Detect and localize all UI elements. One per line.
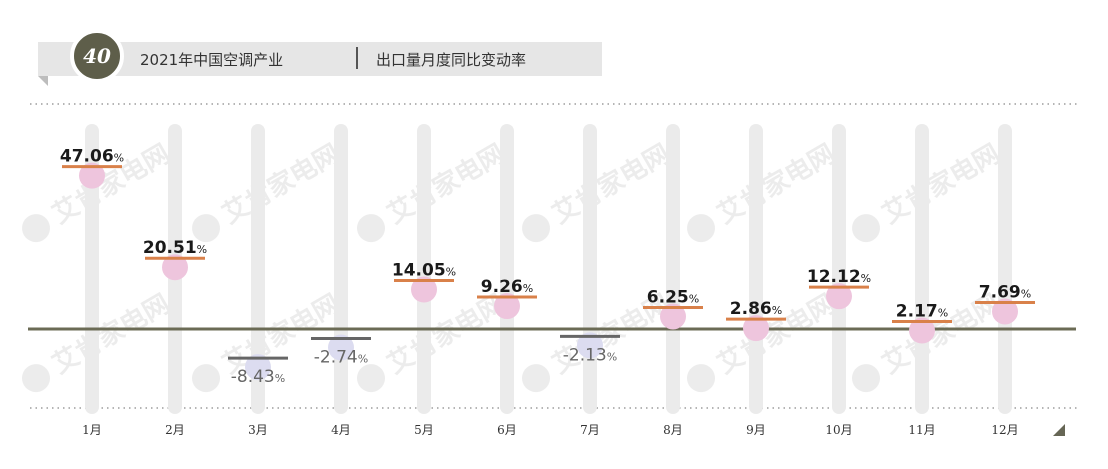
watermark-text: 艾肯家电网 bbox=[47, 288, 175, 380]
data-label: 20.51% bbox=[143, 238, 207, 258]
watermark-logo-icon bbox=[852, 364, 880, 393]
column-track bbox=[832, 124, 846, 414]
value-dot bbox=[245, 354, 271, 381]
data-label: 2.17% bbox=[896, 302, 948, 322]
data-label: -2.74% bbox=[314, 347, 368, 367]
column-track bbox=[500, 124, 514, 414]
x-tick-label: 4月 bbox=[331, 423, 351, 437]
header-banner bbox=[38, 42, 602, 76]
data-label: -2.13% bbox=[563, 345, 617, 365]
corner-triangle-decoration bbox=[1053, 424, 1065, 436]
watermark-logo-icon bbox=[687, 364, 715, 393]
watermark-text: 艾肯家电网 bbox=[877, 138, 1005, 230]
value-dot bbox=[660, 303, 686, 330]
watermark-text: 艾肯家电网 bbox=[547, 138, 675, 230]
column-track bbox=[998, 124, 1012, 414]
page-number-badge: 40 bbox=[70, 29, 124, 83]
data-label: 2.86% bbox=[730, 299, 782, 319]
column-track bbox=[251, 124, 265, 414]
value-dot bbox=[909, 317, 935, 344]
column-track bbox=[666, 124, 680, 414]
value-dot bbox=[577, 332, 603, 359]
value-marks: 47.06% 20.51% -8.43% -2.74% 14.05% 9.26% -2.13… bbox=[60, 147, 1035, 387]
report-title: 2021年中国空调产业 bbox=[140, 51, 284, 69]
watermark-text: 艾肯家电网 bbox=[382, 288, 510, 380]
watermark-logo-icon bbox=[687, 214, 715, 243]
column-track bbox=[583, 124, 597, 414]
column-track bbox=[85, 124, 99, 414]
header-fold-decoration bbox=[38, 76, 48, 86]
watermark-logo-icon bbox=[357, 364, 385, 393]
column-track bbox=[915, 124, 929, 414]
column-track bbox=[749, 124, 763, 414]
watermark-logo-icon bbox=[357, 214, 385, 243]
x-tick-label: 10月 bbox=[825, 423, 852, 437]
column-track bbox=[417, 124, 431, 414]
watermark: 艾肯家电网 bbox=[192, 138, 345, 243]
x-axis-labels: 1月 2月 3月 4月 5月 6月 7月 8月 9月 10月 11月 12月 bbox=[82, 423, 1018, 437]
x-tick-label: 1月 bbox=[82, 423, 102, 437]
watermark-logo-icon bbox=[522, 214, 550, 243]
data-label: 14.05% bbox=[392, 261, 456, 281]
header-divider bbox=[356, 47, 358, 69]
value-dot bbox=[494, 293, 520, 320]
watermark-text: 艾肯家电网 bbox=[712, 138, 840, 230]
data-label: -8.43% bbox=[231, 367, 285, 387]
value-dot bbox=[411, 276, 437, 303]
watermark-logo-icon bbox=[192, 214, 220, 243]
x-tick-label: 5月 bbox=[414, 423, 434, 437]
x-tick-label: 3月 bbox=[248, 423, 268, 437]
value-dot bbox=[162, 254, 188, 281]
x-tick-label: 8月 bbox=[663, 423, 683, 437]
x-tick-label: 9月 bbox=[746, 423, 766, 437]
value-dot bbox=[328, 334, 354, 361]
data-label: 6.25% bbox=[647, 287, 699, 307]
data-label: 9.26% bbox=[481, 277, 533, 297]
x-tick-label: 11月 bbox=[908, 423, 935, 437]
watermark-logo-icon bbox=[22, 364, 50, 393]
x-tick-label: 12月 bbox=[991, 423, 1018, 437]
value-dot bbox=[826, 283, 852, 310]
watermark-logo-icon bbox=[22, 214, 50, 243]
watermark-logo-icon bbox=[192, 364, 220, 393]
data-label: 47.06% bbox=[60, 147, 124, 167]
column-track bbox=[334, 124, 348, 414]
x-tick-label: 6月 bbox=[497, 423, 517, 437]
watermark-logo-icon bbox=[522, 364, 550, 393]
value-dot bbox=[743, 315, 769, 342]
grid-lines bbox=[30, 103, 1078, 409]
data-label: 12.12% bbox=[807, 267, 871, 287]
data-label: 7.69% bbox=[979, 282, 1031, 302]
chart-title: 出口量月度同比变动率 bbox=[376, 51, 527, 69]
value-dot bbox=[79, 162, 105, 189]
x-tick-label: 7月 bbox=[580, 423, 600, 437]
watermark-text: 艾肯家电网 bbox=[382, 138, 510, 230]
watermark-logo-icon bbox=[852, 214, 880, 243]
x-tick-label: 2月 bbox=[165, 423, 185, 437]
watermark-text: 艾肯家电网 bbox=[217, 138, 345, 230]
value-dot bbox=[992, 298, 1018, 325]
